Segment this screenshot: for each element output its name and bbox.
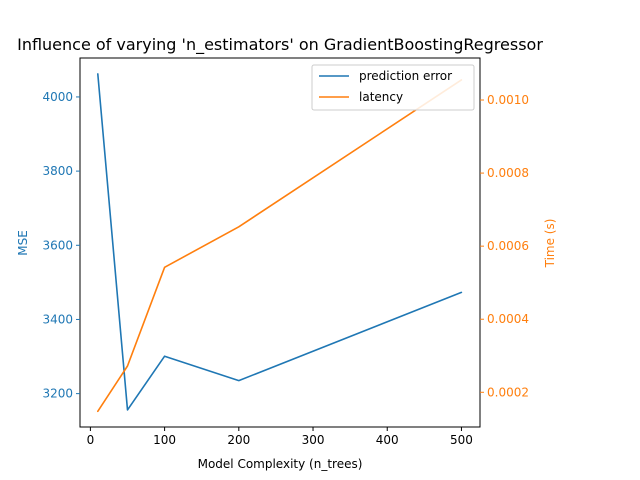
legend: prediction error latency — [311, 64, 475, 111]
legend-label-latency: latency — [359, 90, 403, 104]
x-tick-label: 0 — [87, 433, 95, 447]
y-axis-right-label: Time (s) — [543, 219, 557, 269]
y-right-tick-label: 0.0004 — [487, 312, 529, 326]
y-right-tick-label: 0.0010 — [487, 93, 529, 107]
y-axis-left-label: MSE — [16, 230, 30, 256]
y-axis-right-ticks: 0.0002 0.0004 0.0006 0.0008 0.0010 — [480, 93, 529, 399]
series-line-latency — [97, 79, 463, 413]
y-left-tick-label: 3800 — [42, 164, 73, 178]
x-axis-label: Model Complexity (n_trees) — [198, 457, 363, 471]
plot-frame — [79, 57, 481, 428]
y-axis-left-ticks: 3200 3400 3600 3800 4000 — [42, 90, 80, 401]
chart-marks — [97, 73, 463, 413]
legend-label-prediction-error: prediction error — [359, 69, 452, 83]
y-right-tick-label: 0.0006 — [487, 239, 529, 253]
y-right-tick-label: 0.0008 — [487, 166, 529, 180]
x-tick-label: 500 — [450, 433, 473, 447]
x-axis-ticks: 0 100 200 300 400 500 — [87, 427, 473, 447]
x-tick-label: 200 — [227, 433, 250, 447]
y-right-tick-label: 0.0002 — [487, 385, 529, 399]
y-left-tick-label: 3600 — [42, 238, 73, 252]
series-line-prediction-error — [97, 73, 463, 411]
x-tick-label: 300 — [302, 433, 325, 447]
chart-title: Influence of varying 'n_estimators' on G… — [17, 35, 543, 55]
y-left-tick-label: 3400 — [42, 312, 73, 326]
x-tick-label: 100 — [153, 433, 176, 447]
legend-box — [311, 64, 475, 111]
y-left-tick-label: 3200 — [42, 387, 73, 401]
y-left-tick-label: 4000 — [42, 90, 73, 104]
x-tick-label: 400 — [376, 433, 399, 447]
